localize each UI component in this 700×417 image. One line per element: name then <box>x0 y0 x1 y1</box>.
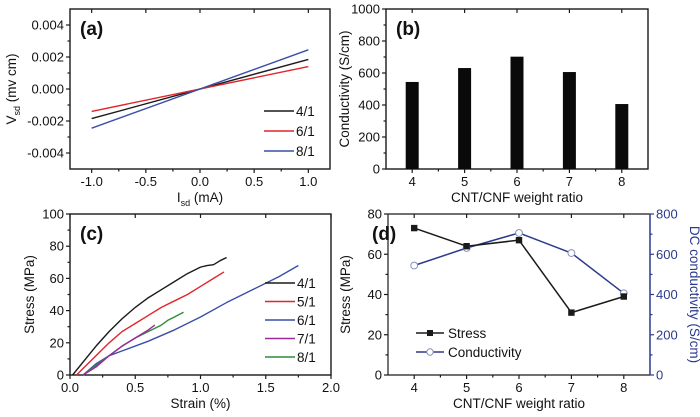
stress-point-5 <box>463 243 470 250</box>
legend-label-conductivity: Conductivity <box>448 345 522 360</box>
legend-label: 4/1 <box>297 276 316 291</box>
legend-label: 8/1 <box>296 144 315 159</box>
legend-label: 6/1 <box>297 313 316 328</box>
y-tick-label: 1000 <box>351 2 380 17</box>
legend-marker-stress <box>427 330 433 336</box>
y-tick-label: 600 <box>358 66 380 81</box>
panel-b-conductivity-bars: 4 5 6 7 8 0 200 400 600 800 1000 (b) CNT/CNF weight … <box>337 2 649 205</box>
y-axis-label: Conductivity (S/cm) <box>337 30 352 147</box>
panel-c-stress-strain: 0.0 0.5 1.0 1.5 2.0 0 20 40 60 80 100 (c) 4/1 5/1 6/1 7… <box>22 207 340 412</box>
x-axis-label: Isd (mA) <box>177 190 223 208</box>
x-tick-label: 7 <box>566 174 573 189</box>
y-tick-label: 40 <box>368 287 382 302</box>
legend-label: 4/1 <box>296 104 315 119</box>
x-tick-label: 4 <box>409 174 416 189</box>
y-tick-label: 0 <box>373 162 380 177</box>
x-tick-label: 6 <box>515 380 522 395</box>
legend-marker-conductivity <box>426 348 434 356</box>
y-tick-label: -0.002 <box>27 114 64 129</box>
x-tick-label: 4 <box>411 380 418 395</box>
y-axis-label: Stress (MPa) <box>22 255 37 334</box>
stress-point-6 <box>515 236 523 244</box>
bar-4 <box>405 81 419 169</box>
y2-tick-label: 800 <box>656 207 678 222</box>
y-tick-label: 400 <box>358 98 380 113</box>
x-axis-label: Strain (%) <box>170 396 230 411</box>
y-tick-label: 80 <box>50 239 64 254</box>
y-tick-label: 20 <box>368 327 382 342</box>
x-tick-label: -1.0 <box>80 174 102 189</box>
panel-a-iv-curves: -1.0 -0.5 0.0 0.5 1.0 0.004 0.002 0.000 -0.002 -0… <box>4 8 331 208</box>
series-line-4-1 <box>72 256 227 376</box>
y-tick-label: 100 <box>42 207 64 222</box>
panel-d-stress-conductivity: 4 5 6 7 80204060800200400600800(d)StressCond… <box>338 207 700 412</box>
y-tick-label: 200 <box>358 130 380 145</box>
x-tick-label: 8 <box>620 380 627 395</box>
y2-tick-label: 600 <box>656 247 678 262</box>
x-tick-label: 1.5 <box>257 380 275 395</box>
y-tick-label: 60 <box>50 271 64 286</box>
x-axis-label: CNT/CNF weight ratio <box>453 396 585 411</box>
x-tick-label: 8 <box>618 174 625 189</box>
plot-frame <box>69 213 332 376</box>
y-tick-label: 40 <box>50 303 64 318</box>
y-tick-label: 0 <box>57 368 64 383</box>
y-tick-label: 0.004 <box>31 18 64 33</box>
y-tick-label: 0.002 <box>31 50 64 65</box>
x-tick-label: 0.0 <box>61 380 79 395</box>
series-line-7-1 <box>82 324 156 376</box>
y-tick-label: 60 <box>368 247 382 262</box>
y2-tick-label: 400 <box>656 287 678 302</box>
y2-axis-label: DC conductivity (S/cm) <box>687 226 700 363</box>
panel-label: (a) <box>80 19 103 40</box>
conductivity-point-4 <box>410 261 419 270</box>
x-tick-label: 6 <box>513 174 520 189</box>
legend-label: 5/1 <box>297 295 316 310</box>
bar-6 <box>510 56 524 169</box>
y2-tick-label: 0 <box>656 368 663 383</box>
x-tick-label: -0.5 <box>135 174 157 189</box>
legend-label: 8/1 <box>297 350 316 365</box>
series-line-5-1 <box>76 271 225 376</box>
stress-point-4 <box>411 224 418 232</box>
x-tick-label: 5 <box>461 174 468 189</box>
y-tick-label: 800 <box>358 34 380 49</box>
legend-label: 7/1 <box>297 332 316 347</box>
x-tick-label: 2.0 <box>322 380 340 395</box>
x-tick-label: 7 <box>568 380 575 395</box>
legend-label: 6/1 <box>296 124 315 139</box>
legend-label-stress: Stress <box>448 326 487 341</box>
y-tick-label: 80 <box>368 207 382 222</box>
y-tick-label: 0.000 <box>31 82 64 97</box>
y-axis-label: Stress (MPa) <box>338 255 353 334</box>
y-axis-label: Vsd (mv cm) <box>4 53 22 124</box>
bar-8 <box>615 104 629 169</box>
series-line-8-1 <box>91 49 309 129</box>
y2-tick-label: 200 <box>656 327 678 342</box>
x-tick-label: 0.5 <box>245 174 263 189</box>
x-tick-label: 0.0 <box>191 174 209 189</box>
stress-point-7 <box>568 309 575 316</box>
panel-label: (b) <box>396 19 420 40</box>
x-tick-label: 1.0 <box>191 380 209 395</box>
y-tick-label: 0 <box>375 368 382 383</box>
x-tick-label: 5 <box>463 380 470 395</box>
bar-7 <box>562 72 576 169</box>
bar-5 <box>458 68 472 169</box>
panel-label: (c) <box>80 224 103 245</box>
conductivity-point-7 <box>567 249 576 257</box>
panel-label: (d) <box>372 224 396 245</box>
y-tick-label: 20 <box>50 335 64 350</box>
conductivity-point-6 <box>515 229 523 237</box>
x-tick-label: 1.0 <box>299 174 317 189</box>
y-tick-label: -0.004 <box>27 146 64 161</box>
stress-point-8 <box>620 293 627 300</box>
x-tick-label: 0.5 <box>126 380 144 395</box>
x-axis-label: CNT/CNF weight ratio <box>451 190 583 205</box>
